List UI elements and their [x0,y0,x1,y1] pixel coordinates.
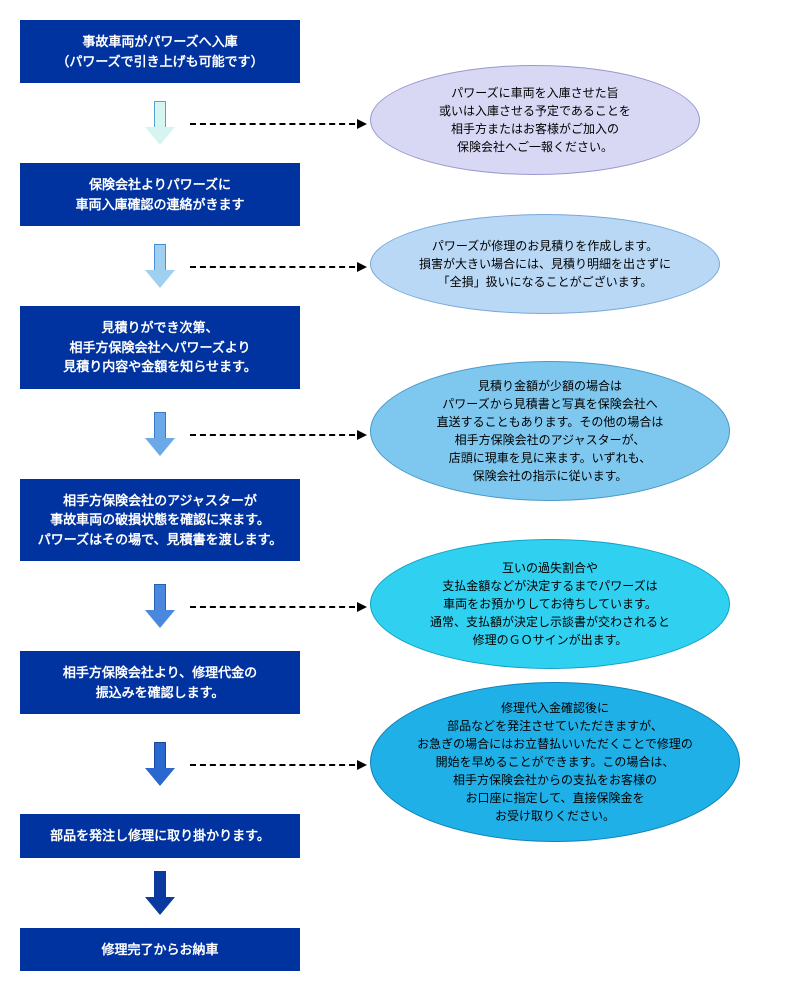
step4-line2: 事故車両の破損状態を確認に来ます。 [50,512,270,527]
arrow-block-6 [20,858,300,928]
connector-5 [190,764,365,766]
down-arrow-4 [145,584,175,628]
down-arrow-3 [145,412,175,456]
row-step6: 部品を発注し修理に取り掛かります。 [20,814,770,858]
step5-line1: 相手方保険会社より、修理代金の [63,665,257,680]
down-arrow-2 [145,244,175,288]
row-step4: 相手方保険会社のアジャスターが 事故車両の破損状態を確認に来ます。 パワーズはそ… [20,479,770,562]
note-ellipse-1: パワーズに車両を入庫させた旨 或いは入庫させる予定であることを 相手方またはお客… [370,65,700,175]
step3-line1: 見積りができ次第、 [101,320,218,335]
note4-text: 互いの過失割合や 支払金額などが決定するまでパワーズは 車両をお預かりしてお待ち… [430,559,670,649]
step-box-3: 見積りができ次第、 相手方保険会社へパワーズより 見積り内容や金額を知らせます。 [20,306,300,389]
step4-line1: 相手方保険会社のアジャスターが [63,493,257,508]
note-ellipse-2: パワーズが修理のお見積りを作成します。 損害が大きい場合には、見積り明細を出さず… [370,214,720,314]
connector-4 [190,606,365,608]
row-step7: 修理完了からお納車 [20,928,770,972]
connector-2 [190,266,365,268]
connector-1 [190,123,365,125]
step3-line2: 相手方保険会社へパワーズより [69,340,250,355]
step1-line2: （パワーズで引き上げも可能です） [56,54,263,69]
row-arrow2: パワーズが修理のお見積りを作成します。 損害が大きい場合には、見積り明細を出さず… [20,226,770,306]
row-arrow1: パワーズに車両を入庫させた旨 或いは入庫させる予定であることを 相手方またはお客… [20,83,770,163]
step-box-1: 事故車両がパワーズへ入庫 （パワーズで引き上げも可能です） [20,20,300,83]
step-box-5: 相手方保険会社より、修理代金の 振込みを確認します。 [20,651,300,714]
flowchart-container: 事故車両がパワーズへ入庫 （パワーズで引き上げも可能です） パワーズに車両を入庫… [20,20,770,971]
note3-text: 見積り金額が少額の場合は パワーズから見積書と写真を保険会社へ 直送することもあ… [437,377,664,485]
row-arrow4: 互いの過失割合や 支払金額などが決定するまでパワーズは 車両をお預かりしてお待ち… [20,561,770,651]
step7-line1: 修理完了からお納車 [101,942,218,957]
note-ellipse-4: 互いの過失割合や 支払金額などが決定するまでパワーズは 車両をお預かりしてお待ち… [370,539,730,669]
down-arrow-1 [145,101,175,145]
row-step2: 保険会社よりパワーズに 車両入庫確認の連絡がきます [20,163,770,226]
note2-text: パワーズが修理のお見積りを作成します。 損害が大きい場合には、見積り明細を出さず… [419,237,671,291]
step-box-4: 相手方保険会社のアジャスターが 事故車両の破損状態を確認に来ます。 パワーズはそ… [20,479,300,562]
row-arrow3: 見積り金額が少額の場合は パワーズから見積書と写真を保険会社へ 直送することもあ… [20,389,770,479]
down-arrow-5 [145,742,175,786]
row-arrow6 [20,858,770,928]
step1-line1: 事故車両がパワーズへ入庫 [82,34,237,49]
step6-line1: 部品を発注し修理に取り掛かります。 [50,828,270,843]
row-arrow5: 修理代入金確認後に 部品などを発注させていただきますが、 お急ぎの場合にはお立替… [20,714,770,814]
step3-line3: 見積り内容や金額を知らせます。 [63,359,256,374]
step-box-6: 部品を発注し修理に取り掛かります。 [20,814,300,858]
connector-3 [190,434,365,436]
step2-line1: 保険会社よりパワーズに [89,177,231,192]
step-box-7: 修理完了からお納車 [20,928,300,972]
step5-line2: 振込みを確認します。 [96,685,225,700]
note5-text: 修理代入金確認後に 部品などを発注させていただきますが、 お急ぎの場合にはお立替… [417,699,693,825]
step-box-2: 保険会社よりパワーズに 車両入庫確認の連絡がきます [20,163,300,226]
note1-text: パワーズに車両を入庫させた旨 或いは入庫させる予定であることを 相手方またはお客… [439,84,631,156]
row-step1: 事故車両がパワーズへ入庫 （パワーズで引き上げも可能です） [20,20,770,83]
step4-line3: パワーズはその場で、見積書を渡します。 [38,532,283,547]
step2-line2: 車両入庫確認の連絡がきます [75,197,244,212]
down-arrow-6 [145,871,175,915]
